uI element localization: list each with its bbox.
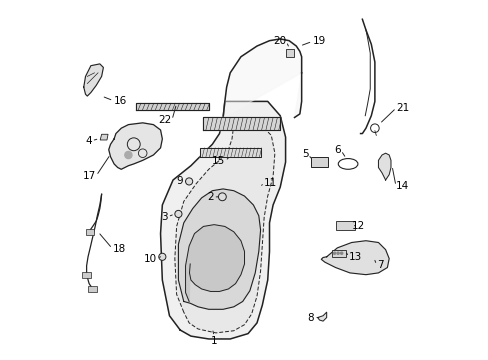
- Polygon shape: [100, 134, 108, 140]
- Text: 8: 8: [307, 312, 313, 323]
- Text: 11: 11: [264, 177, 277, 188]
- Circle shape: [185, 178, 192, 185]
- Circle shape: [124, 152, 132, 158]
- Polygon shape: [335, 221, 354, 230]
- Text: 19: 19: [312, 36, 325, 46]
- Text: 17: 17: [83, 171, 96, 181]
- Polygon shape: [321, 241, 388, 275]
- Text: 16: 16: [113, 96, 126, 106]
- Circle shape: [340, 252, 342, 254]
- Text: 3: 3: [161, 212, 167, 222]
- Text: 14: 14: [395, 181, 408, 191]
- Polygon shape: [185, 225, 244, 301]
- Text: 21: 21: [395, 103, 409, 113]
- Bar: [86, 229, 94, 235]
- Circle shape: [336, 252, 339, 254]
- Text: 7: 7: [376, 260, 383, 270]
- Polygon shape: [83, 64, 103, 96]
- Polygon shape: [178, 189, 260, 309]
- Text: 22: 22: [159, 115, 172, 125]
- Bar: [82, 272, 91, 278]
- Text: 20: 20: [273, 36, 285, 46]
- Text: 13: 13: [348, 252, 362, 262]
- Text: 15: 15: [211, 156, 225, 166]
- Circle shape: [333, 252, 335, 254]
- Polygon shape: [108, 123, 162, 169]
- Polygon shape: [175, 125, 274, 333]
- Circle shape: [159, 253, 165, 260]
- Text: 6: 6: [334, 145, 340, 156]
- Polygon shape: [223, 39, 301, 117]
- Text: 2: 2: [206, 192, 213, 202]
- Polygon shape: [310, 157, 328, 167]
- Polygon shape: [200, 148, 260, 157]
- Circle shape: [218, 193, 226, 201]
- Bar: [88, 286, 97, 292]
- Polygon shape: [285, 49, 293, 57]
- Polygon shape: [378, 153, 390, 180]
- Text: 1: 1: [210, 337, 217, 346]
- Circle shape: [175, 210, 182, 217]
- Polygon shape: [317, 312, 326, 321]
- Polygon shape: [203, 117, 280, 130]
- Text: 4: 4: [85, 136, 91, 146]
- Text: 5: 5: [302, 149, 308, 159]
- Polygon shape: [160, 102, 285, 339]
- Text: 18: 18: [112, 244, 125, 253]
- Text: 9: 9: [176, 176, 183, 186]
- Text: 12: 12: [351, 221, 364, 231]
- Text: 10: 10: [143, 253, 157, 264]
- Polygon shape: [331, 249, 346, 257]
- Polygon shape: [135, 103, 208, 111]
